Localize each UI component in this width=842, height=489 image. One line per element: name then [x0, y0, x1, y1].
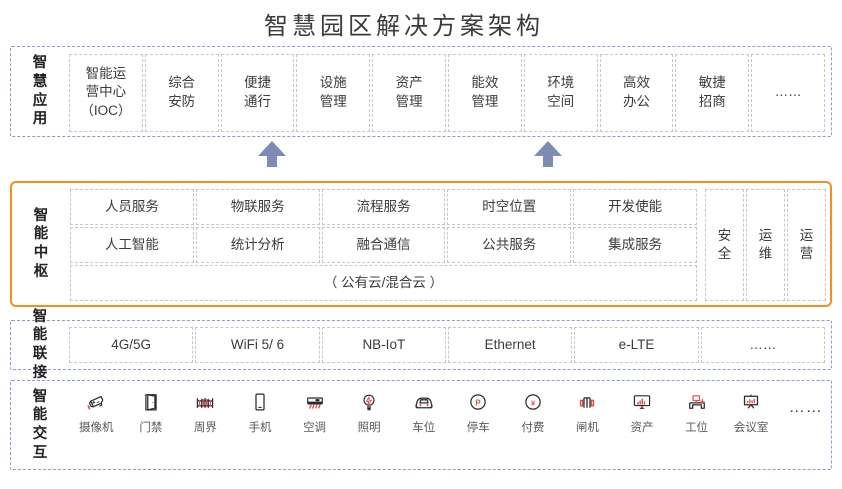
svg-text:P: P — [476, 399, 481, 408]
svg-text:¥: ¥ — [531, 399, 536, 408]
